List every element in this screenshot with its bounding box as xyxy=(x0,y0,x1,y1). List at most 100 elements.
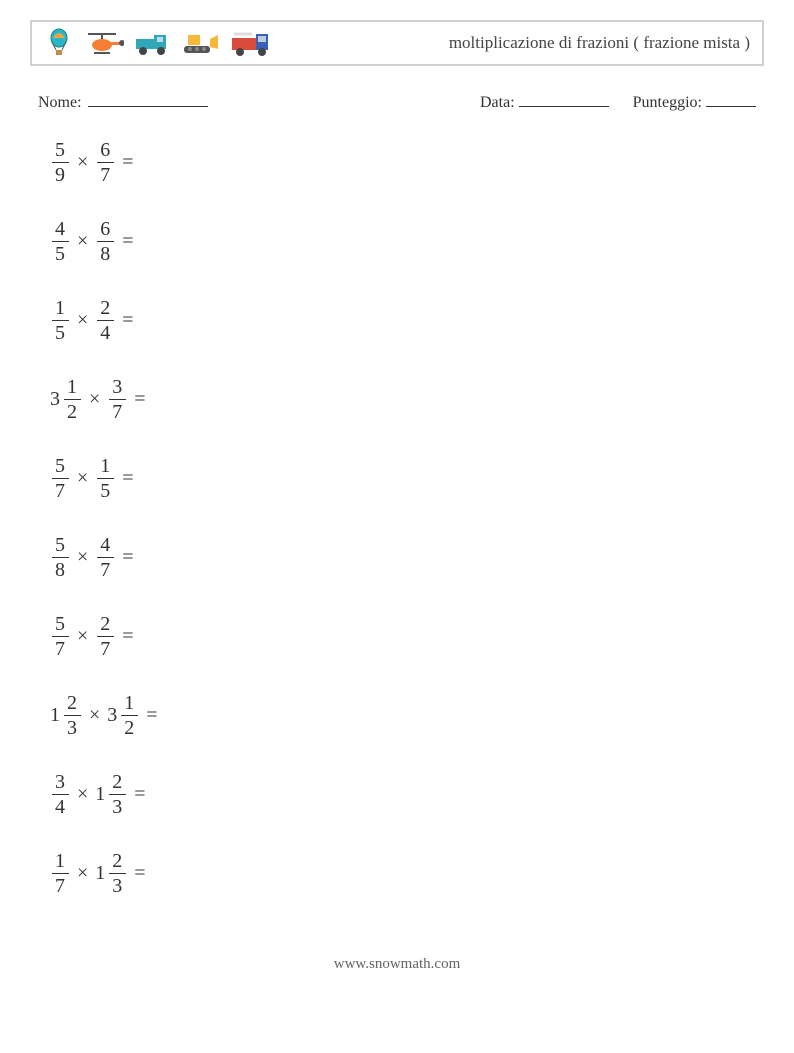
equals-symbol: = xyxy=(122,151,134,174)
fraction: 23 xyxy=(109,772,126,817)
denominator: 9 xyxy=(55,163,66,185)
denominator: 3 xyxy=(112,795,123,817)
denominator: 7 xyxy=(55,637,66,659)
denominator: 2 xyxy=(124,716,135,738)
numerator: 5 xyxy=(52,140,69,163)
numerator: 2 xyxy=(97,298,114,321)
mixed-whole: 3 xyxy=(107,704,118,727)
denominator: 5 xyxy=(55,321,66,343)
times-symbol: × xyxy=(89,704,101,727)
problem-row: 59 × 67 = xyxy=(50,140,764,185)
denominator: 7 xyxy=(100,163,111,185)
numerator: 5 xyxy=(52,614,69,637)
numerator: 1 xyxy=(52,298,69,321)
footer-url: www.snowmath.com xyxy=(0,956,794,973)
numerator: 2 xyxy=(109,772,126,795)
fraction: 17 xyxy=(52,851,69,896)
worksheet-title: moltiplicazione di frazioni ( frazione m… xyxy=(449,33,750,53)
name-blank[interactable] xyxy=(88,90,208,107)
times-symbol: × xyxy=(77,862,89,885)
denominator: 5 xyxy=(55,242,66,264)
problem-row: 57×15= xyxy=(50,456,764,501)
mixed-whole: 1 xyxy=(50,704,61,727)
equals-symbol: = xyxy=(122,309,134,332)
numerator: 1 xyxy=(52,851,69,874)
numerator: 6 xyxy=(97,219,114,242)
times-symbol: × xyxy=(89,388,101,411)
numerator: 6 xyxy=(97,140,114,163)
equals-symbol: = xyxy=(134,388,146,411)
equals-symbol: = xyxy=(122,546,134,569)
fraction: 67 xyxy=(97,140,114,185)
score-label: Punteggio: xyxy=(633,94,702,111)
times-symbol: × xyxy=(77,151,89,174)
equals-symbol: = xyxy=(122,625,134,648)
header-box: moltiplicazione di frazioni ( frazione m… xyxy=(30,20,764,66)
problem-row: 123×312= xyxy=(50,693,764,738)
denominator: 7 xyxy=(100,637,111,659)
problem-row: 57×27= xyxy=(50,614,764,659)
fraction: 34 xyxy=(52,772,69,817)
problem-row: 58×47= xyxy=(50,535,764,580)
denominator: 4 xyxy=(55,795,66,817)
times-symbol: × xyxy=(77,625,89,648)
problem-list: 59×67=45×68=15×24=312×37=57×15=58×47=57×… xyxy=(50,140,764,896)
denominator: 4 xyxy=(100,321,111,343)
fraction: 45 xyxy=(52,219,69,264)
fraction: 15 xyxy=(97,456,114,501)
numerator: 1 xyxy=(97,456,114,479)
mixed-whole: 3 xyxy=(50,388,61,411)
times-symbol: × xyxy=(77,783,89,806)
numerator: 3 xyxy=(52,772,69,795)
fraction: 12 xyxy=(121,693,138,738)
score-blank[interactable] xyxy=(706,90,756,107)
times-symbol: × xyxy=(77,230,89,253)
bulldozer-icon xyxy=(182,29,220,57)
numerator: 4 xyxy=(52,219,69,242)
date-blank[interactable] xyxy=(519,90,609,107)
denominator: 2 xyxy=(67,400,78,422)
denominator: 3 xyxy=(112,874,123,896)
denominator: 7 xyxy=(100,558,111,580)
numerator: 1 xyxy=(121,693,138,716)
equals-symbol: = xyxy=(134,862,146,885)
numerator: 5 xyxy=(52,535,69,558)
equals-symbol: = xyxy=(146,704,158,727)
fraction: 23 xyxy=(64,693,81,738)
problem-row: 45 × 68 = xyxy=(50,219,764,264)
problem-row: 312×37= xyxy=(50,377,764,422)
problem-row: 34×123= xyxy=(50,772,764,817)
numerator: 3 xyxy=(109,377,126,400)
numerator: 2 xyxy=(109,851,126,874)
truck-icon xyxy=(134,29,172,57)
times-symbol: × xyxy=(77,309,89,332)
denominator: 7 xyxy=(55,874,66,896)
denominator: 5 xyxy=(100,479,111,501)
fraction: 47 xyxy=(97,535,114,580)
balloon-icon xyxy=(44,28,74,58)
numerator: 2 xyxy=(64,693,81,716)
problem-row: 17×123= xyxy=(50,851,764,896)
equals-symbol: = xyxy=(122,230,134,253)
numerator: 5 xyxy=(52,456,69,479)
mixed-whole: 1 xyxy=(95,862,106,885)
fraction: 24 xyxy=(97,298,114,343)
denominator: 8 xyxy=(55,558,66,580)
fraction: 57 xyxy=(52,456,69,501)
numerator: 2 xyxy=(97,614,114,637)
numerator: 4 xyxy=(97,535,114,558)
firetruck-icon xyxy=(230,28,272,58)
numerator: 1 xyxy=(64,377,81,400)
fraction: 15 xyxy=(52,298,69,343)
equals-symbol: = xyxy=(122,467,134,490)
date-label: Data: xyxy=(480,94,515,111)
mixed-whole: 1 xyxy=(95,783,106,806)
fraction: 12 xyxy=(64,377,81,422)
times-symbol: × xyxy=(77,467,89,490)
denominator: 8 xyxy=(100,242,111,264)
denominator: 3 xyxy=(67,716,78,738)
fraction: 59 xyxy=(52,140,69,185)
denominator: 7 xyxy=(55,479,66,501)
helicopter-icon xyxy=(84,29,124,57)
name-label: Nome: xyxy=(38,94,82,112)
